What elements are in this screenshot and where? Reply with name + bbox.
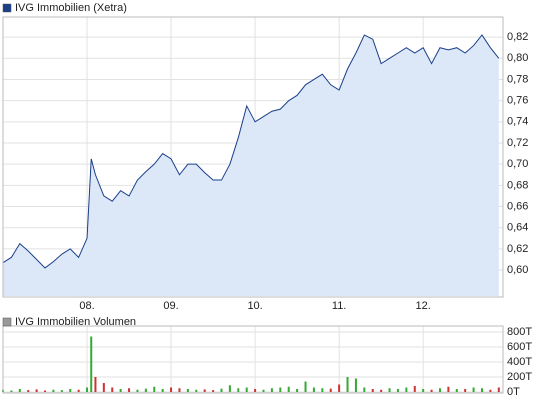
- volume-bar: [396, 389, 399, 392]
- volume-bar: [405, 387, 408, 392]
- y-tick-label: 0,62: [507, 243, 528, 255]
- volume-bar: [371, 389, 374, 392]
- volume-bar: [94, 377, 97, 392]
- volume-bar: [304, 381, 307, 392]
- plot-area: [2, 325, 504, 394]
- y-tick-label: 0,76: [507, 95, 528, 107]
- area: [3, 35, 499, 296]
- volume-bar: [354, 378, 357, 392]
- volume-bar: [86, 387, 89, 392]
- legend-swatch: [2, 317, 12, 327]
- volume-bar: [52, 389, 55, 392]
- volume-bar: [153, 386, 156, 392]
- volume-bar: [119, 389, 122, 392]
- volume-bar: [44, 390, 47, 392]
- x-tick-label: 12.: [416, 300, 431, 312]
- volume-bar: [296, 389, 299, 392]
- volume-bar: [254, 389, 257, 392]
- volume-bar: [287, 386, 290, 392]
- volume-bar: [212, 390, 215, 392]
- y-tick-label: 0,66: [507, 200, 528, 212]
- volume-bar: [489, 389, 492, 392]
- volume-bar: [497, 387, 500, 392]
- y-tick-label: 0,80: [507, 52, 528, 64]
- volume-bar: [77, 389, 80, 392]
- y-tick-label: 600T: [507, 341, 532, 353]
- x-tick-label: 09.: [163, 300, 178, 312]
- volume-bar: [430, 389, 433, 392]
- volume-bar: [186, 389, 189, 392]
- volume-bar: [144, 388, 147, 392]
- volume-bar: [422, 389, 425, 392]
- y-tick-label: 0,78: [507, 73, 528, 85]
- volume-bar: [480, 388, 483, 392]
- x-tick-label: 10.: [247, 300, 262, 312]
- volume-bar: [321, 388, 324, 392]
- volume-bar: [262, 389, 265, 392]
- legend-label: IVG Immobilien Volumen: [15, 316, 136, 328]
- volume-bar: [312, 387, 315, 392]
- plot-border: [2, 325, 504, 394]
- y-tick-label: 0,68: [507, 179, 528, 191]
- y-tick-label: 800T: [507, 326, 532, 338]
- y-tick-label: 0,64: [507, 222, 528, 234]
- volume-bar: [111, 387, 114, 392]
- volume-bar: [245, 387, 248, 392]
- volume-bar: [195, 389, 198, 392]
- volume-bar: [102, 383, 105, 392]
- y-tick-label: 0T: [507, 386, 520, 398]
- price-line: [2, 34, 500, 269]
- volume-bar: [35, 389, 38, 392]
- x-tick-label: 08.: [79, 300, 94, 312]
- volume-bar: [270, 388, 273, 392]
- y-tick-label: 0,60: [507, 264, 528, 276]
- volume-bar: [237, 388, 240, 392]
- volume-bar: [363, 387, 366, 392]
- y-tick-label: 0,82: [507, 31, 528, 43]
- volume-bar: [136, 389, 139, 392]
- x-tick-label: 11.: [332, 300, 346, 312]
- volume-bar: [388, 388, 391, 392]
- volume-bar: [90, 336, 93, 392]
- volume-bar: [380, 389, 383, 392]
- volume-bar: [69, 389, 72, 392]
- volume-bar: [203, 389, 206, 392]
- legend-label: IVG Immobilien (Xetra): [15, 2, 127, 14]
- volume-bar: [228, 385, 231, 392]
- volume-bar: [161, 389, 164, 392]
- volume-bar: [472, 387, 475, 392]
- y-tick-label: 0,74: [507, 116, 528, 128]
- volume-bar: [329, 388, 332, 392]
- volume-bar: [455, 389, 458, 392]
- volume-bar: [27, 390, 30, 392]
- volume-bar: [338, 384, 341, 392]
- volume-bar: [18, 389, 21, 392]
- y-tick-label: 0,72: [507, 137, 528, 149]
- volume-bar: [220, 388, 223, 392]
- volume-bar: [128, 388, 131, 392]
- legend-swatch: [2, 3, 12, 13]
- volume-bar: [10, 390, 13, 392]
- volume-bar: [346, 377, 349, 392]
- y-tick-label: 200T: [507, 371, 532, 383]
- volume-bar: [413, 386, 416, 392]
- volume-bar: [464, 389, 467, 392]
- y-tick-label: 400T: [507, 356, 532, 368]
- plot-border: [2, 16, 504, 298]
- volume-bar: [438, 388, 441, 392]
- volume-bar: [170, 387, 173, 392]
- volume-bar: [178, 388, 181, 392]
- volume-bar: [447, 386, 450, 392]
- volume-bar: [60, 390, 63, 392]
- y-tick-label: 0,70: [507, 158, 528, 170]
- volume-bar: [279, 387, 282, 392]
